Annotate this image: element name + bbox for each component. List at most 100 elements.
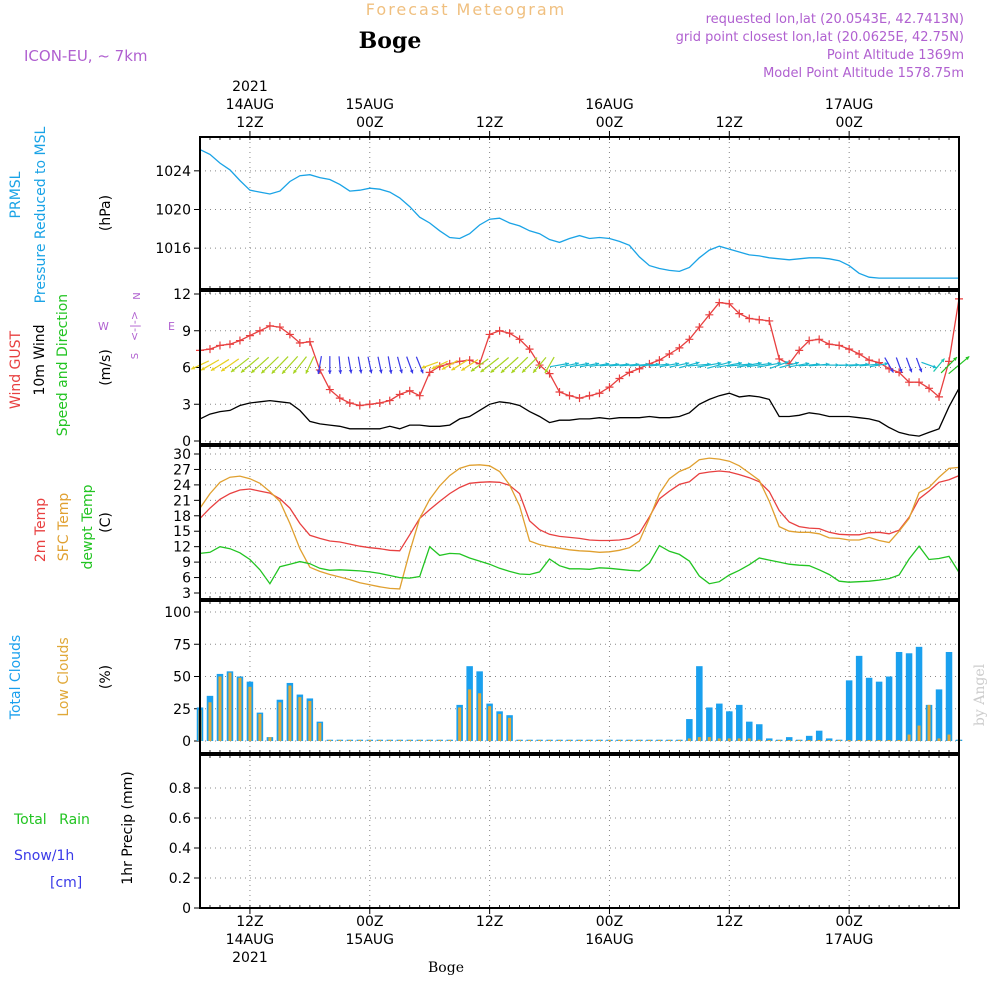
bar [696, 666, 703, 741]
bottom-time-label: 00Z [596, 914, 623, 930]
gust-marker [285, 330, 294, 339]
bar [935, 689, 943, 741]
unit-label: (hPa) [98, 195, 114, 231]
wind-arrow [757, 362, 782, 368]
bar [448, 740, 452, 741]
pressure-label-short: PRMSL [8, 171, 24, 218]
ytick-label: 0 [182, 901, 191, 917]
bar [568, 740, 572, 741]
gust-marker [835, 341, 844, 350]
point-altitude: Point Altitude 1369m [827, 48, 964, 63]
bar [877, 740, 881, 741]
wind-arrow-head [338, 370, 343, 374]
ytick-label: 24 [173, 478, 191, 494]
wind-arrow-head [585, 362, 590, 366]
bottom-time-label: 12Z [236, 914, 263, 930]
gust-marker [415, 391, 424, 400]
rain-legend: Total Rain [13, 812, 90, 828]
bar [518, 740, 522, 741]
bar [697, 737, 701, 741]
unit-label: (m/s) [98, 349, 114, 386]
bar [627, 740, 631, 741]
bar [855, 655, 863, 741]
gust-marker [505, 329, 514, 338]
wind-arrow [716, 362, 743, 368]
gust-marker [845, 345, 854, 354]
bar [358, 740, 362, 741]
wind-arrow-head [784, 361, 789, 365]
requested-location: requested lon,lat (20.0543E, 42.7413N) [706, 12, 964, 27]
series-low-clouds [198, 672, 961, 741]
gust-marker [575, 394, 584, 403]
wind-arrow-head [271, 369, 276, 374]
wind-arrow-head [953, 357, 957, 361]
wind-arrow-head [421, 365, 426, 369]
wind-arrow-head [738, 361, 742, 366]
wind-arrow-head [409, 369, 414, 374]
bar [825, 738, 833, 741]
wind-arrow [726, 363, 752, 367]
model-label: ICON-EU, ~ 7km [24, 47, 148, 65]
ytick-label: 30 [173, 447, 191, 463]
gust-marker [235, 336, 244, 345]
gust-marker [395, 390, 404, 399]
wind-arrow [240, 357, 260, 373]
wind-arrow-head [908, 368, 913, 373]
bar [947, 734, 951, 741]
bar [587, 740, 591, 741]
bar [737, 738, 741, 741]
gust-marker [695, 323, 704, 332]
bar [917, 725, 921, 741]
bar [845, 680, 853, 741]
compass-arrow: <-|-> [128, 311, 141, 341]
ytick-label: 0.2 [169, 871, 191, 887]
top-date-label: 17AUG [825, 97, 874, 113]
gust-marker [325, 385, 334, 394]
wind-arrow [521, 357, 538, 373]
wind-arrow-head [965, 356, 970, 361]
wind-arrow-head [210, 367, 215, 371]
bar [438, 740, 442, 741]
gust-marker [245, 331, 254, 340]
bar [368, 740, 372, 741]
gust-marker [205, 345, 214, 354]
bar [905, 653, 913, 741]
bar [875, 681, 883, 741]
ytick-label: 6 [182, 361, 191, 377]
bottom-date-label: 16AUG [585, 932, 634, 948]
bottom-year-label: 2021 [232, 950, 268, 966]
wind-arrow-head [695, 361, 700, 366]
wind-arrow [250, 356, 270, 374]
top-date-label: 15AUG [346, 97, 395, 113]
model-altitude: Model Point Altitude 1578.75m [763, 66, 964, 81]
ytick-label: 12 [173, 540, 191, 556]
gust-marker [585, 391, 594, 400]
pressure-label-long: Pressure Reduced to MSL [33, 126, 49, 303]
wind-arrow [210, 358, 230, 372]
gust-marker [715, 298, 724, 307]
wind-arrow-head [282, 369, 286, 374]
wind-arrow [470, 358, 489, 372]
bar [817, 740, 821, 741]
wind-arrow [746, 362, 772, 368]
bar [847, 740, 851, 741]
bar [308, 701, 312, 741]
gust-marker [635, 364, 644, 373]
ytick-label: 0 [182, 734, 191, 750]
bar [388, 740, 392, 741]
bar [548, 740, 552, 741]
bar [248, 686, 252, 741]
series-line-wind-gust [199, 298, 960, 407]
compass-south: S [130, 353, 141, 359]
gust-marker [425, 368, 434, 377]
wind-arrow [230, 357, 250, 373]
top-time-label: 00Z [596, 115, 623, 131]
bar [706, 707, 713, 741]
wind-arrow-head [231, 368, 235, 373]
product-title: Forecast Meteogram [366, 0, 566, 19]
bar [837, 740, 841, 741]
ytick-label: 1020 [155, 203, 191, 219]
gust-marker [525, 345, 534, 354]
bar [597, 740, 601, 741]
wind-arrow-head [575, 361, 579, 366]
